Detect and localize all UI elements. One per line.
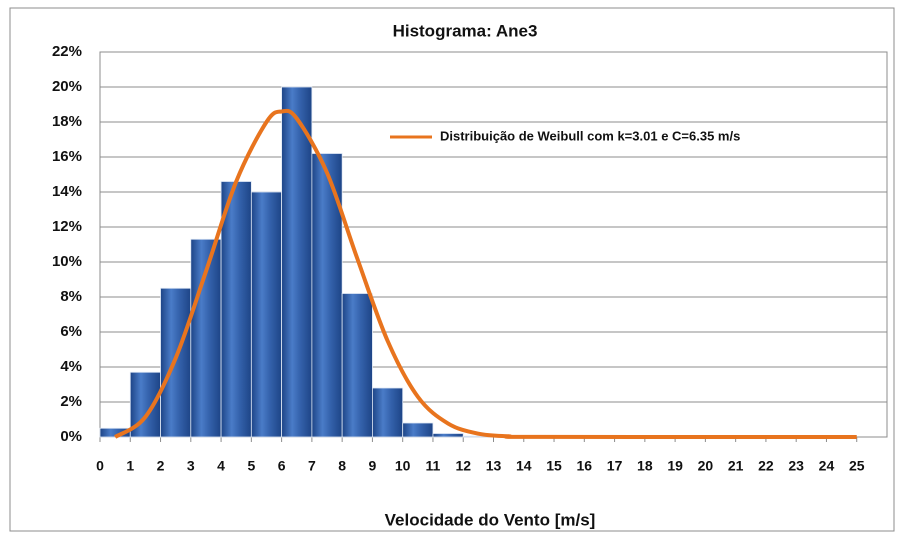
y-tick-label: 2% [60,393,82,410]
x-tick-label: 12 [455,458,471,474]
bar [402,422,434,438]
legend-label: Distribuição de Weibull com k=3.01 e C=6… [440,128,740,143]
x-tick-label: 19 [667,458,683,474]
y-tick-label: 6% [60,323,82,340]
bar [372,387,404,438]
x-tick-label: 18 [637,458,653,474]
bar [341,293,373,438]
curve [114,108,857,439]
x-tick-label: 9 [369,458,377,474]
x-tick-label: 23 [788,458,804,474]
y-tick-label: 0% [60,428,82,445]
x-tick-label: 8 [338,458,346,474]
x-tick-label: 6 [278,458,286,474]
bar [281,86,313,438]
y-tick-label: 22% [52,43,82,60]
bar [250,191,283,438]
x-tick-label: 2 [157,458,165,474]
bar [432,433,464,438]
x-tick-label: 7 [308,458,316,474]
x-tick-label: 25 [849,458,865,474]
x-tick-label: 16 [577,458,593,474]
y-tick-label: 4% [60,358,82,375]
y-tick-label: 10% [52,253,82,270]
x-tick-label: 14 [516,458,532,474]
x-tick-label: 17 [607,458,623,474]
x-tick-label: 3 [187,458,195,474]
y-tick-label: 8% [60,288,82,305]
x-axis-label: Velocidade do Vento [m/s] [385,510,596,529]
y-tick-label: 12% [52,218,82,235]
x-tick-label: 0 [96,458,104,474]
x-tick-label: 5 [247,458,255,474]
weibull-curve [114,108,857,439]
y-tick-label: 16% [52,148,82,165]
x-tick-label: 4 [217,458,225,474]
x-tick-label: 22 [758,458,774,474]
x-tick-label: 21 [728,458,744,474]
x-tick-label: 24 [819,458,835,474]
bar [220,181,252,438]
y-tick-label: 14% [52,183,82,200]
x-tick-label: 11 [426,458,441,474]
labels: 0%2%4%6%8%10%12%14%16%18%20%22%0 1 2 3 4 5 6 7 8… [52,43,865,474]
x-tick-label: 1 [126,458,134,474]
x-tick-label: 10 [395,458,411,474]
y-tick-label: 20% [52,78,82,95]
x-tick-label: 20 [698,458,714,474]
chart-frame [9,7,895,532]
chart-title: Histograma: Ane3 [393,21,538,40]
x-tick-label: 13 [486,458,502,474]
y-tick-label: 18% [52,113,82,130]
x-tick-label: 15 [546,458,562,474]
